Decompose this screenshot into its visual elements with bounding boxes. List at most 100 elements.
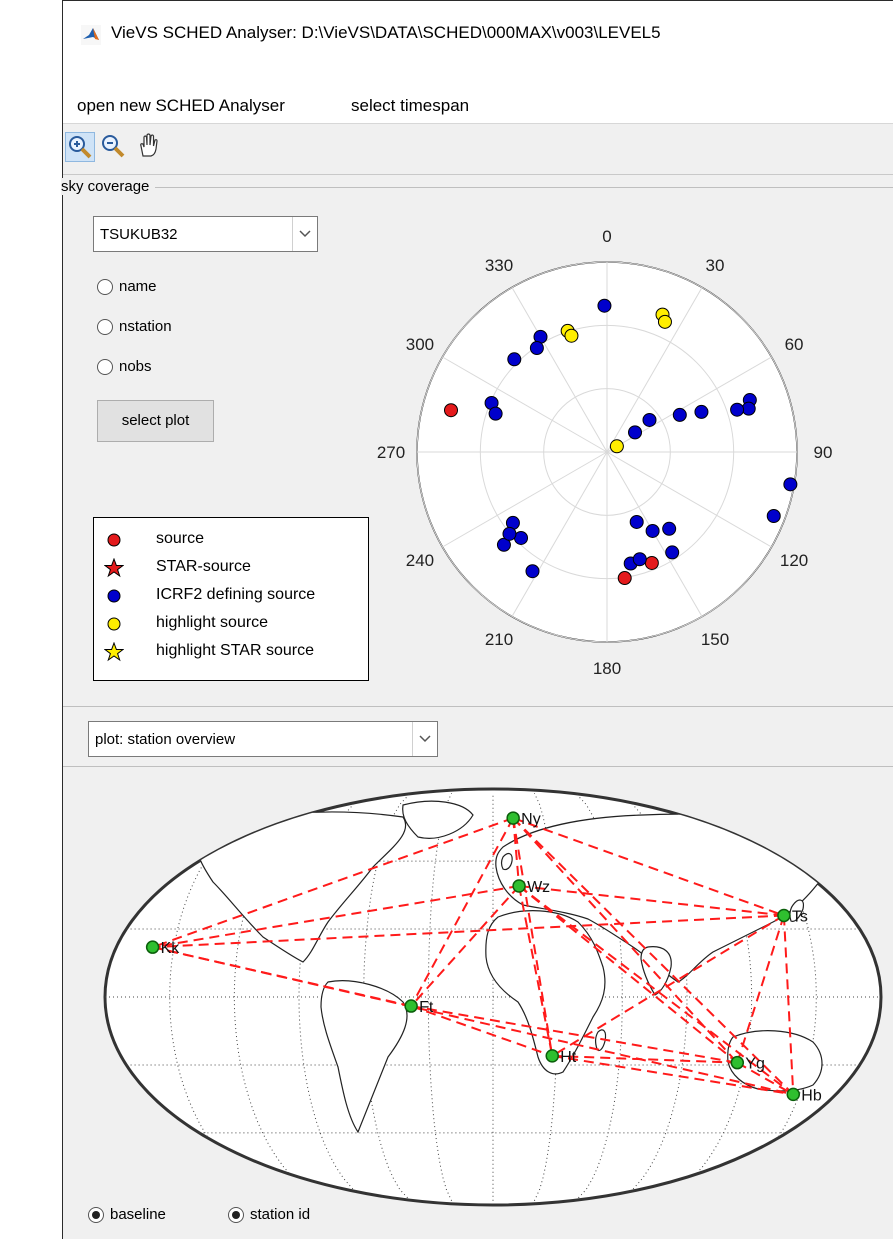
baseline-line xyxy=(782,915,795,1095)
japan xyxy=(789,899,804,922)
station-marker[interactable] xyxy=(506,811,520,825)
menu-select-timespan[interactable]: select timespan xyxy=(351,96,470,115)
select-plot-button[interactable]: select plot xyxy=(97,400,214,442)
legend-marker-source xyxy=(107,533,121,547)
sky-point xyxy=(694,404,709,419)
baseline-line xyxy=(552,1054,794,1096)
radio-name[interactable]: name xyxy=(97,278,157,296)
station-label: Ht xyxy=(560,1049,577,1066)
sky-point xyxy=(629,514,644,529)
station-marker[interactable] xyxy=(512,879,526,893)
zoom-in-button[interactable] xyxy=(65,132,95,162)
station-label: Hb xyxy=(801,1087,822,1104)
sky-point xyxy=(632,552,647,567)
polar-spoke xyxy=(511,287,608,453)
continents xyxy=(196,800,857,1134)
baseline-line xyxy=(512,817,521,887)
radio-station-id[interactable]: station id xyxy=(228,1206,310,1224)
plot-type-value: plot: station overview xyxy=(95,731,236,748)
sky-point xyxy=(488,406,503,421)
madagascar xyxy=(595,1029,607,1052)
azimuth-tick-label: 240 xyxy=(406,551,434,570)
chevron-down-icon xyxy=(292,217,317,251)
plot-type-select[interactable]: plot: station overview xyxy=(88,721,438,757)
legend-marker-icrf2 xyxy=(107,589,121,603)
sky-point xyxy=(766,509,781,524)
radio-nstation[interactable]: nstation xyxy=(97,318,172,336)
zoom-in-icon xyxy=(69,136,92,159)
station-marker[interactable] xyxy=(545,1049,559,1063)
station-select[interactable]: TSUKUB32 xyxy=(93,216,318,252)
pan-hand-icon xyxy=(140,133,158,157)
station-label: Ft xyxy=(419,999,434,1016)
legend-marker-highlight xyxy=(107,617,121,631)
station-marker[interactable] xyxy=(730,1055,745,1070)
azimuth-tick-label: 210 xyxy=(485,630,513,649)
baseline-line xyxy=(410,817,515,1007)
polar-spoke xyxy=(511,451,608,617)
south-america xyxy=(320,980,408,1134)
title-bar: VieVS SCHED Analyser: D:\VieVS\DATA\SCHE… xyxy=(63,1,893,69)
pan-button[interactable] xyxy=(135,132,165,162)
sky-point xyxy=(730,402,745,417)
radio-nobs[interactable]: nobs xyxy=(97,358,152,376)
sky-point xyxy=(597,298,612,313)
sky-point xyxy=(657,314,672,329)
azimuth-tick-label: 180 xyxy=(593,659,621,678)
baseline-line xyxy=(410,1005,738,1064)
legend: source STAR-source ICRF2 defining source… xyxy=(93,517,369,681)
station-marker[interactable] xyxy=(145,940,160,954)
baselines xyxy=(152,817,795,1096)
north-america xyxy=(196,811,407,963)
africa xyxy=(485,910,606,1075)
sky-point xyxy=(672,407,687,422)
sky-point xyxy=(628,425,643,440)
baseline-line xyxy=(736,915,785,1063)
station-marker[interactable] xyxy=(786,1087,801,1102)
meridian-line xyxy=(363,792,411,1202)
azimuth-tick-label: 270 xyxy=(377,443,405,462)
sky-point xyxy=(609,439,624,454)
uk xyxy=(500,852,513,871)
baseline-line xyxy=(518,885,738,1064)
panel-title: sky coverage xyxy=(61,178,156,195)
baseline-line xyxy=(512,817,739,1064)
station-select-value: TSUKUB32 xyxy=(100,226,178,243)
station-label: Yg xyxy=(745,1056,765,1073)
sky-point xyxy=(507,352,522,367)
radio-baseline[interactable]: baseline xyxy=(88,1206,166,1224)
station-marker[interactable] xyxy=(777,908,791,923)
legend-marker-highlight-star xyxy=(104,642,124,662)
sky-plot: 0 30 60 90 120 150 180 210 240 270 300 330 xyxy=(377,227,833,678)
baseline-line xyxy=(410,885,520,1007)
sky-coverage-panel: sky coverage TSUKUB32 name nstation nobs… xyxy=(61,178,893,707)
polar-spoke xyxy=(606,287,703,453)
baseline-line xyxy=(518,885,785,917)
sky-point xyxy=(617,571,632,586)
world-map: Ny Wz Ts Kk Ft Ht Yg Hb xyxy=(103,787,883,1207)
baseline-line xyxy=(512,817,554,1057)
baseline-line xyxy=(152,946,794,1096)
azimuth-tick-label: 60 xyxy=(785,335,804,354)
menu-open-new-analyser[interactable]: open new SCHED Analyser xyxy=(77,96,285,115)
azimuth-tick-label: 90 xyxy=(814,443,833,462)
app-window: VieVS SCHED Analyser: D:\VieVS\DATA\SCHE… xyxy=(61,0,893,1239)
sky-point xyxy=(529,341,544,356)
station-marker[interactable] xyxy=(404,999,418,1013)
toolbar xyxy=(63,124,893,175)
polar-spoke xyxy=(442,451,608,548)
zoom-out-button[interactable] xyxy=(99,132,129,162)
chevron-down-icon xyxy=(412,722,437,756)
window-title: VieVS SCHED Analyser: D:\VieVS\DATA\SCHE… xyxy=(111,23,661,42)
baseline-line xyxy=(736,1061,794,1096)
station-map-area: Ny Wz Ts Kk Ft Ht Yg Hb xyxy=(63,766,893,1237)
sky-point xyxy=(502,526,517,541)
sky-point xyxy=(496,537,511,552)
new-zealand xyxy=(845,1089,857,1106)
baseline-line xyxy=(512,817,794,1096)
greenland xyxy=(402,800,474,839)
polar-spoke xyxy=(442,356,608,453)
sky-point xyxy=(525,564,540,579)
sky-point xyxy=(662,521,677,536)
azimuth-tick-label: 330 xyxy=(485,256,513,275)
